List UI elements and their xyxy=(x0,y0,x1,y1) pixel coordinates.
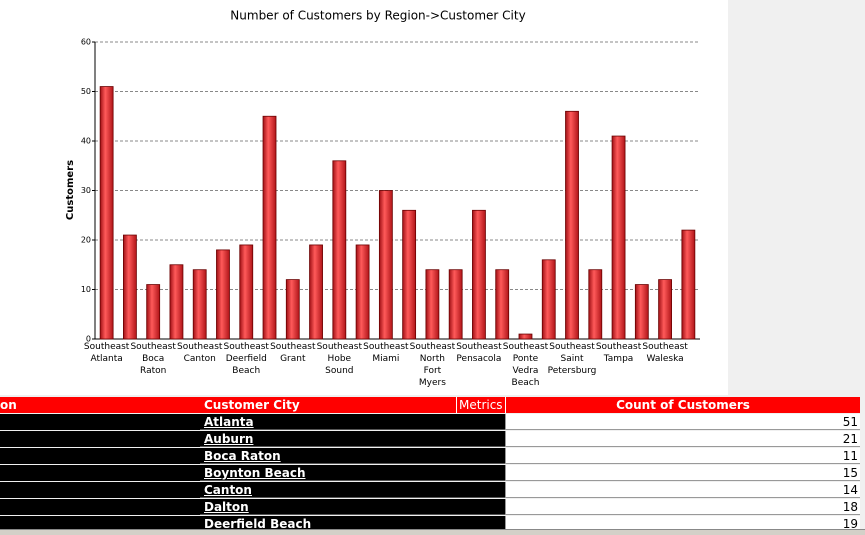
chart-title: Number of Customers by Region->Customer … xyxy=(230,9,525,23)
bar xyxy=(565,110,579,340)
y-tick-label: 10 xyxy=(81,285,91,294)
bar xyxy=(355,244,370,340)
scrollbar[interactable] xyxy=(0,529,865,535)
bar xyxy=(611,135,626,340)
bar xyxy=(309,244,323,340)
bar xyxy=(146,284,161,340)
count-cell: 51 xyxy=(505,414,860,430)
count-cell: 14 xyxy=(505,482,860,498)
city-link[interactable]: Boynton Beach xyxy=(200,465,505,481)
bar xyxy=(518,333,533,340)
bar xyxy=(285,279,300,340)
bar xyxy=(169,264,184,340)
x-tick-label: Southeast Canton xyxy=(176,342,223,364)
chart: Number of Customers by Region->Customer … xyxy=(65,9,700,344)
x-tick-label: Southeast Deerfield Beach xyxy=(223,342,269,376)
x-tick-label: Southeast Hobe Sound xyxy=(316,342,363,376)
bar xyxy=(332,160,347,340)
bar xyxy=(239,244,254,340)
city-link[interactable]: Auburn xyxy=(200,431,505,447)
column-header[interactable]: Count of Customers xyxy=(505,397,860,413)
table-header: on Customer City Metrics Count of Custom… xyxy=(0,397,862,414)
bar xyxy=(378,190,393,340)
y-tick-label: 40 xyxy=(81,137,91,146)
table-row: Boynton Beach 15 xyxy=(0,465,862,482)
x-tick-label: Southeast Miami xyxy=(363,342,409,364)
y-tick-label: 0 xyxy=(86,335,91,344)
bar xyxy=(634,284,649,340)
chart-panel: Number of Customers by Region->Customer … xyxy=(0,0,728,395)
region-cell xyxy=(0,431,200,447)
table-row: Dalton 18 xyxy=(0,499,862,516)
x-tick-label: Southeast Grant xyxy=(270,342,316,364)
x-tick-label: Southeast Boca Raton xyxy=(130,342,176,376)
column-header[interactable]: Customer City xyxy=(200,397,456,413)
count-cell: 21 xyxy=(505,431,860,447)
bar xyxy=(192,269,207,340)
bar xyxy=(495,269,510,340)
y-tick-label: 20 xyxy=(81,236,91,245)
count-cell: 15 xyxy=(505,465,860,481)
region-cell xyxy=(0,482,200,498)
bar xyxy=(448,269,463,340)
table-row: Canton 14 xyxy=(0,482,862,499)
bar xyxy=(402,209,417,340)
city-link[interactable]: Canton xyxy=(200,482,505,498)
x-tick-label: Southeast North Fort Myers xyxy=(409,342,456,388)
bar xyxy=(262,115,277,340)
city-link[interactable]: Boca Raton xyxy=(200,448,505,464)
bar xyxy=(123,234,137,340)
bar xyxy=(541,259,556,340)
region-cell xyxy=(0,448,200,464)
bar xyxy=(425,269,440,340)
region-cell xyxy=(0,516,200,532)
x-tick-label: Southeast Waleska xyxy=(642,342,688,364)
column-header: on xyxy=(0,397,200,413)
bar xyxy=(99,86,114,340)
x-tick-label: Southeast Saint Petersburg xyxy=(547,342,597,376)
city-link[interactable]: Dalton xyxy=(200,499,505,515)
x-tick-label: Southeast Atlanta xyxy=(83,342,130,364)
metrics-header[interactable]: Metrics xyxy=(456,397,505,413)
x-tick-label: Southeast Pensacola xyxy=(456,342,502,364)
bar xyxy=(472,209,486,340)
bar xyxy=(681,229,696,340)
y-axis-label: Customers xyxy=(65,160,76,220)
bar xyxy=(588,269,603,340)
count-cell: 18 xyxy=(505,499,860,515)
table-row: Boca Raton 11 xyxy=(0,448,862,465)
city-link[interactable]: Atlanta xyxy=(200,414,505,430)
count-cell: 11 xyxy=(505,448,860,464)
x-tick-label: Southeast Ponte Vedra Beach xyxy=(502,342,549,388)
region-cell xyxy=(0,465,200,481)
y-tick-label: 30 xyxy=(81,186,91,195)
bar xyxy=(216,249,230,340)
table-row: Auburn 21 xyxy=(0,431,862,448)
data-table: on Customer City Metrics Count of Custom… xyxy=(0,397,862,533)
region-cell xyxy=(0,499,200,515)
region-cell xyxy=(0,414,200,430)
x-tick-label: Southeast Tampa xyxy=(595,342,642,364)
y-tick-label: 50 xyxy=(81,87,91,96)
table-row: Atlanta 51 xyxy=(0,414,862,431)
y-tick-label: 60 xyxy=(81,38,91,47)
bar xyxy=(658,279,672,340)
